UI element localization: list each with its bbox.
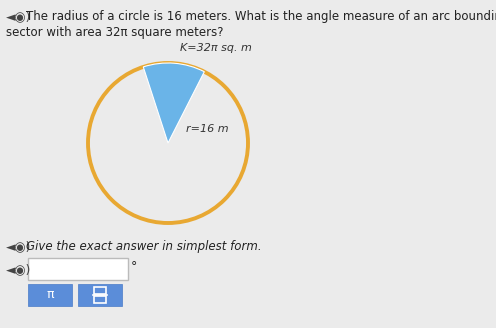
Text: °: ° bbox=[131, 260, 137, 274]
Text: ◄◉): ◄◉) bbox=[6, 10, 31, 23]
FancyBboxPatch shape bbox=[78, 284, 122, 306]
Text: K=32π sq. m: K=32π sq. m bbox=[180, 43, 252, 53]
FancyBboxPatch shape bbox=[28, 258, 128, 280]
Text: π: π bbox=[46, 289, 54, 301]
Wedge shape bbox=[143, 63, 204, 143]
FancyBboxPatch shape bbox=[28, 284, 72, 306]
Text: sector with area 32π square meters?: sector with area 32π square meters? bbox=[6, 26, 224, 39]
Text: Give the exact answer in simplest form.: Give the exact answer in simplest form. bbox=[26, 240, 261, 253]
Text: The radius of a circle is 16 meters. What is the angle measure of an arc boundin: The radius of a circle is 16 meters. Wha… bbox=[26, 10, 496, 23]
Text: r=16 m: r=16 m bbox=[186, 124, 229, 134]
Text: ◄◉): ◄◉) bbox=[6, 263, 31, 276]
Text: ◄◉): ◄◉) bbox=[6, 240, 31, 253]
